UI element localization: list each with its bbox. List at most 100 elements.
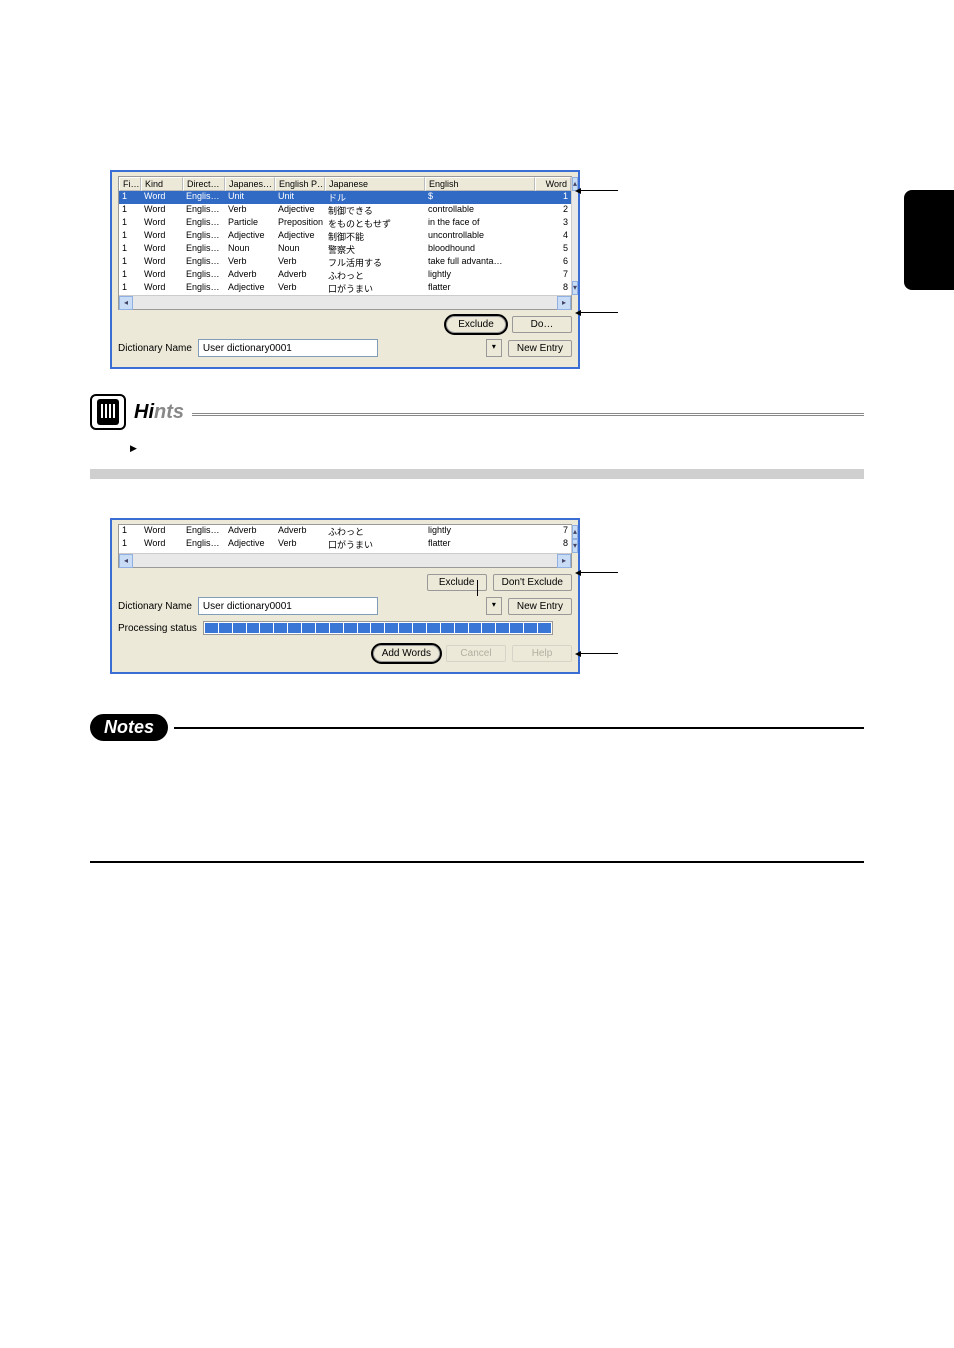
pointer-arrow [578,312,618,313]
cell: Englis… [183,256,225,269]
cell: 1 [119,243,141,256]
cell: Verb [225,256,275,269]
cell: in the face of [425,217,535,230]
cell: flatter [425,282,535,295]
dictionary-name-input[interactable] [198,339,378,357]
cell: Verb [275,256,325,269]
cell: Adverb [225,269,275,282]
col-japanese[interactable]: Japanese [325,177,425,191]
dropdown-arrow-icon[interactable]: ▾ [486,339,502,357]
cell: 制御不能 [325,230,425,243]
cell: Word [141,204,183,217]
cell: 1 [119,204,141,217]
cell: 1 [119,538,141,551]
cell: Noun [275,243,325,256]
progress-bar [203,621,553,635]
cell: controllable [425,204,535,217]
col-english-pos[interactable]: English P… [275,177,325,191]
cell: 2 [535,204,571,217]
table-row[interactable]: 1WordEnglis…AdjectiveVerb口がうまいflatter8 [119,538,571,551]
cell: Adverb [275,269,325,282]
cell: Adjective [225,538,275,551]
cell: 1 [119,256,141,269]
dropdown-arrow-icon[interactable]: ▾ [486,597,502,615]
table-row[interactable]: 1WordEnglis…VerbAdjective制御できるcontrollab… [119,204,571,217]
cell: 1 [119,191,141,204]
new-entry-button[interactable]: New Entry [508,598,572,615]
table-row[interactable]: 1WordEnglis…VerbVerbフル活用するtake full adva… [119,256,571,269]
scroll-up-icon[interactable]: ▴ [572,525,578,539]
cell: 6 [535,256,571,269]
scroll-left-icon[interactable]: ◂ [119,554,133,568]
scroll-right-icon[interactable]: ▸ [557,554,571,568]
cell: 1 [119,230,141,243]
scrollbar-horizontal[interactable]: ◂ ▸ [119,553,571,567]
table-row[interactable]: 1WordEnglis…AdverbAdverbふわっとlightly7 [119,269,571,282]
cell: lightly [425,269,535,282]
col-english[interactable]: English [425,177,535,191]
cell: Particle [225,217,275,230]
col-kind[interactable]: Kind [141,177,183,191]
scrollbar-vertical[interactable]: ▴ ▾ [571,525,578,553]
help-button[interactable]: Help [512,645,572,662]
cell: 1 [119,282,141,295]
section-divider [90,469,864,479]
pointer-arrow [578,572,618,573]
cell: 7 [535,525,571,538]
add-words-button[interactable]: Add Words [373,645,440,662]
table-row[interactable]: 1WordEnglis…AdjectiveAdjective制御不能uncont… [119,230,571,243]
cell: Word [141,282,183,295]
scroll-right-icon[interactable]: ▸ [557,296,571,310]
dictionary-name-input[interactable] [198,597,378,615]
table-row[interactable]: 1WordEnglis…AdverbAdverbふわっとlightly7 [119,525,571,538]
dont-exclude-button[interactable]: Do… [512,316,572,333]
col-fi[interactable]: Fi… [119,177,141,191]
cell: Preposition [275,217,325,230]
scroll-left-icon[interactable]: ◂ [119,296,133,310]
dont-exclude-button[interactable]: Don't Exclude [493,574,572,591]
cell: 8 [535,538,571,551]
cell: bloodhound [425,243,535,256]
cell: 8 [535,282,571,295]
cell: 7 [535,269,571,282]
cell: 5 [535,243,571,256]
scrollbar-horizontal[interactable]: ◂ ▸ [119,295,571,309]
col-japanese-pos[interactable]: Japanes… [225,177,275,191]
cell: Verb [275,282,325,295]
scroll-down-icon[interactable]: ▾ [572,281,578,295]
cell: Englis… [183,217,225,230]
new-entry-button[interactable]: New Entry [508,340,572,357]
cell: Unit [275,191,325,204]
dictionary-name-label: Dictionary Name [118,601,192,612]
cell: Word [141,256,183,269]
table-row[interactable]: 1WordEnglis…ParticlePrepositionをものともせずin… [119,217,571,230]
cell: Word [141,191,183,204]
cell: 3 [535,217,571,230]
col-direction[interactable]: Direct… [183,177,225,191]
exclude-button[interactable]: Exclude [446,316,506,333]
cell: Adverb [225,525,275,538]
cell: ふわっと [325,525,425,538]
cancel-button[interactable]: Cancel [446,645,506,662]
hints-title: Hints [134,401,184,424]
cell: flatter [425,538,535,551]
table-row[interactable]: 1WordEnglis…NounNoun警察犬bloodhound5 [119,243,571,256]
cell: 1 [535,191,571,204]
col-word[interactable]: Word [535,177,571,191]
hints-section: Hints [90,394,864,479]
table-row[interactable]: 1WordEnglis…UnitUnitドル$1 [119,191,571,204]
cell: Unit [225,191,275,204]
notes-bottom-rule [90,861,864,863]
cell: Word [141,243,183,256]
cell: 制御できる [325,204,425,217]
hints-rule [192,408,864,416]
dictionary-panel-1: Fi… Kind Direct… Japanes… English P… Jap… [110,170,580,369]
cell: をものともせず [325,217,425,230]
cell: Word [141,538,183,551]
scroll-down-icon[interactable]: ▾ [572,539,578,553]
notes-title: Notes [90,714,168,741]
hint-item [130,440,864,454]
dictionary-panel-2: 1WordEnglis…AdverbAdverbふわっとlightly71Wor… [110,518,580,674]
table-row[interactable]: 1WordEnglis…AdjectiveVerb口がうまいflatter8 [119,282,571,295]
scrollbar-vertical[interactable]: ▴ ▾ [571,177,578,295]
